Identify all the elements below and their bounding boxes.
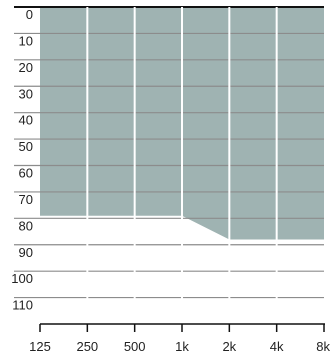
y-tick-label: 100 [11, 271, 33, 286]
y-tick-label: 40 [19, 113, 33, 128]
x-tick-label: 250 [76, 339, 98, 354]
y-tick-label: 50 [19, 139, 33, 154]
y-tick-label: 30 [19, 86, 33, 101]
y-tick-label: 90 [19, 245, 33, 260]
y-tick-label: 0 [26, 7, 33, 22]
y-tick-label: 10 [19, 33, 33, 48]
x-tick-label: 125 [29, 339, 51, 354]
y-tick-label: 60 [19, 166, 33, 181]
x-tick-label: 500 [124, 339, 146, 354]
x-tick-label: 2k [222, 339, 236, 354]
y-tick-label: 110 [12, 298, 33, 313]
x-tick-label: 4k [270, 339, 284, 354]
x-tick-label: 1k [175, 339, 189, 354]
y-tick-label: 80 [19, 218, 33, 233]
y-tick-label: 20 [19, 60, 33, 75]
x-tick-label: 8k [316, 339, 330, 354]
y-tick-label: 70 [19, 192, 33, 207]
